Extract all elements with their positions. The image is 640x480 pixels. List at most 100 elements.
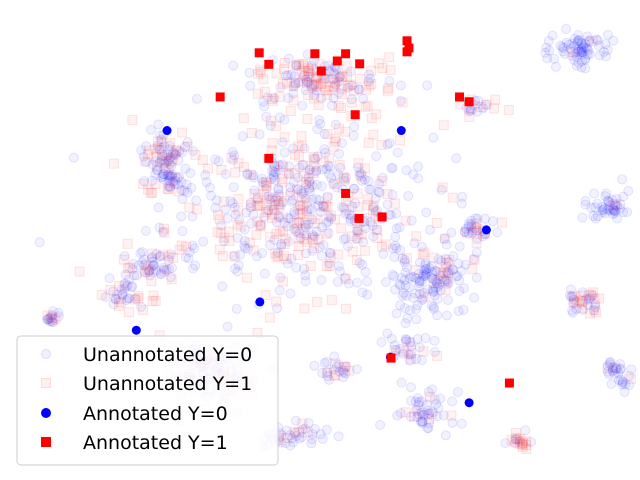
unannotated-y1-point: [212, 227, 223, 238]
unannotated-y0-point: [349, 183, 360, 194]
unannotated-y0-point: [604, 357, 615, 368]
unannotated-y1-point: [184, 202, 195, 213]
unannotated-y1-point: [344, 365, 355, 376]
unannotated-y0-point: [108, 299, 119, 310]
unannotated-y0-point: [185, 168, 196, 179]
unannotated-y0-point: [291, 226, 302, 237]
unannotated-y0-point: [174, 171, 185, 182]
unannotated-y1-point: [46, 312, 57, 323]
unannotated-y0-point: [182, 187, 193, 198]
unannotated-y0-point: [365, 216, 376, 227]
unannotated-y0-point: [418, 409, 429, 420]
unannotated-y0-point: [360, 223, 371, 234]
unannotated-y0-point: [363, 76, 374, 87]
unannotated-y0-point: [68, 152, 79, 163]
unannotated-y1-point: [74, 266, 85, 277]
unannotated-y0-point: [137, 246, 148, 257]
unannotated-y0-point: [405, 382, 416, 393]
unannotated-y0-point: [249, 185, 260, 196]
unannotated-y1-point: [113, 300, 124, 311]
unannotated-y1-point: [372, 233, 383, 244]
unannotated-y0-point: [430, 275, 441, 286]
unannotated-y1-point: [297, 140, 308, 151]
unannotated-y0-point: [273, 159, 284, 170]
unannotated-y1-point: [214, 244, 225, 255]
unannotated-y1-point: [296, 191, 307, 202]
unannotated-y1-point: [440, 274, 451, 285]
unannotated-y0-point: [164, 144, 175, 155]
unannotated-y1-point: [318, 201, 329, 212]
legend-frame: [16, 335, 279, 466]
unannotated-y0-point: [231, 303, 242, 314]
unannotated-y0-point: [459, 226, 470, 237]
unannotated-y0-point: [227, 198, 238, 209]
unannotated-y1-point: [301, 197, 312, 208]
unannotated-y1-point: [404, 336, 415, 347]
unannotated-y1-point: [347, 246, 358, 257]
unannotated-y0-point: [422, 80, 433, 91]
unannotated-y1-point: [278, 64, 289, 75]
unannotated-y0-point: [581, 293, 592, 304]
unannotated-y1-point: [316, 79, 327, 90]
unannotated-y0-point: [408, 169, 419, 180]
unannotated-y1-point: [412, 405, 423, 416]
annotated-y1-point: [215, 92, 225, 102]
unannotated-y0-point: [447, 264, 458, 275]
unannotated-y0-point: [607, 362, 618, 373]
unannotated-y0-point: [312, 151, 323, 162]
unannotated-y1-point: [610, 199, 621, 210]
unannotated-y0-point: [364, 69, 375, 80]
unannotated-y0-point: [380, 277, 391, 288]
unannotated-y0-point: [432, 310, 443, 321]
unannotated-y0-point: [280, 438, 291, 449]
unannotated-y0-point: [309, 231, 320, 242]
unannotated-y0-point: [163, 150, 174, 161]
unannotated-y1-point: [259, 86, 270, 97]
unannotated-y1-point: [267, 213, 278, 224]
unannotated-y1-point: [260, 290, 271, 301]
unannotated-y0-point: [276, 239, 287, 250]
unannotated-y1-point: [594, 293, 605, 304]
unannotated-y1-point: [304, 181, 315, 192]
unannotated-y0-point: [323, 216, 334, 227]
unannotated-y1-point: [438, 268, 449, 279]
unannotated-y0-point: [429, 290, 440, 301]
unannotated-y0-point: [592, 211, 603, 222]
unannotated-y0-point: [478, 103, 489, 114]
unannotated-y0-point: [346, 94, 357, 105]
unannotated-y0-point: [274, 189, 285, 200]
unannotated-y0-point: [220, 204, 231, 215]
unannotated-y0-point: [304, 186, 315, 197]
unannotated-y0-point: [390, 345, 401, 356]
unannotated-y0-point: [124, 293, 135, 304]
unannotated-y0-point: [584, 49, 595, 60]
unannotated-y0-point: [227, 146, 238, 157]
unannotated-y0-point: [414, 342, 425, 353]
unannotated-y1-point: [176, 240, 187, 251]
unannotated-y0-point: [620, 379, 631, 390]
unannotated-y0-point: [281, 425, 292, 436]
unannotated-y0-point: [233, 260, 244, 271]
unannotated-y0-point: [565, 284, 576, 295]
unannotated-y0-point: [168, 147, 179, 158]
unannotated-y0-point: [314, 195, 325, 206]
unannotated-y1-point: [512, 434, 523, 445]
unannotated-y1-point: [346, 231, 357, 242]
unannotated-y0-point: [332, 276, 343, 287]
unannotated-y1-point: [266, 200, 277, 211]
unannotated-y1-point: [282, 432, 293, 443]
unannotated-y0-point: [394, 222, 405, 233]
unannotated-y0-point: [117, 289, 128, 300]
unannotated-y0-point: [602, 366, 613, 377]
unannotated-y0-point: [323, 212, 334, 223]
unannotated-y0-point: [180, 141, 191, 152]
unannotated-y0-point: [435, 270, 446, 281]
unannotated-y0-point: [184, 247, 195, 258]
unannotated-y0-point: [426, 272, 437, 283]
unannotated-y0-point: [110, 294, 121, 305]
unannotated-y0-point: [307, 83, 318, 94]
unannotated-y0-point: [404, 273, 415, 284]
unannotated-y0-point: [112, 289, 123, 300]
unannotated-y0-point: [582, 31, 593, 42]
unannotated-y0-point: [429, 394, 440, 405]
